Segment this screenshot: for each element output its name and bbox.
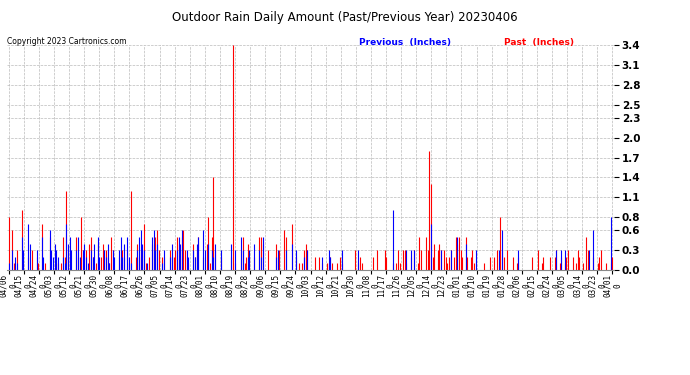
Text: 03/23
0: 03/23 0 bbox=[588, 274, 607, 297]
Text: 12/05
0: 12/05 0 bbox=[406, 274, 426, 297]
Text: 11/17
0: 11/17 0 bbox=[376, 274, 395, 297]
Text: 04/06
0: 04/06 0 bbox=[0, 274, 18, 297]
Text: 09/24
0: 09/24 0 bbox=[286, 274, 305, 297]
Text: 08/10
0: 08/10 0 bbox=[210, 274, 230, 297]
Text: 03/05
0: 03/05 0 bbox=[558, 274, 577, 297]
Text: 01/10
0: 01/10 0 bbox=[467, 274, 486, 297]
Text: 10/03
0: 10/03 0 bbox=[301, 274, 320, 297]
Text: 08/01
0: 08/01 0 bbox=[195, 274, 215, 297]
Text: 08/28
0: 08/28 0 bbox=[240, 274, 260, 297]
Text: 10/12
0: 10/12 0 bbox=[316, 274, 335, 297]
Text: 04/01
0: 04/01 0 bbox=[603, 274, 622, 297]
Text: 07/14
0: 07/14 0 bbox=[165, 274, 184, 297]
Text: 11/08
0: 11/08 0 bbox=[361, 274, 381, 297]
Text: Previous  (Inches): Previous (Inches) bbox=[359, 38, 451, 46]
Text: 02/06
0: 02/06 0 bbox=[512, 274, 531, 297]
Text: 10/30
0: 10/30 0 bbox=[346, 274, 366, 297]
Text: Outdoor Rain Daily Amount (Past/Previous Year) 20230406: Outdoor Rain Daily Amount (Past/Previous… bbox=[172, 11, 518, 24]
Text: 05/21
0: 05/21 0 bbox=[75, 274, 94, 297]
Text: 12/23
0: 12/23 0 bbox=[437, 274, 456, 297]
Text: 02/15
0: 02/15 0 bbox=[527, 274, 546, 297]
Text: 09/15
0: 09/15 0 bbox=[270, 274, 290, 297]
Text: 06/26
0: 06/26 0 bbox=[135, 274, 154, 297]
Text: 11/26
0: 11/26 0 bbox=[391, 274, 411, 297]
Text: 04/15
0: 04/15 0 bbox=[14, 274, 33, 297]
Text: Past  (Inches): Past (Inches) bbox=[504, 38, 573, 46]
Text: 05/30
0: 05/30 0 bbox=[90, 274, 109, 297]
Text: 05/12
0: 05/12 0 bbox=[59, 274, 79, 297]
Text: 05/03
0: 05/03 0 bbox=[44, 274, 63, 297]
Text: 07/23
0: 07/23 0 bbox=[180, 274, 199, 297]
Text: Copyright 2023 Cartronics.com: Copyright 2023 Cartronics.com bbox=[7, 38, 126, 46]
Text: 01/28
0: 01/28 0 bbox=[497, 274, 517, 297]
Text: 01/01
0: 01/01 0 bbox=[452, 274, 471, 297]
Text: 02/24
0: 02/24 0 bbox=[542, 274, 562, 297]
Text: 08/19
0: 08/19 0 bbox=[226, 274, 245, 297]
Text: 06/17
0: 06/17 0 bbox=[119, 274, 139, 297]
Text: 07/05
0: 07/05 0 bbox=[150, 274, 169, 297]
Text: 06/08
0: 06/08 0 bbox=[104, 274, 124, 297]
Text: 04/24
0: 04/24 0 bbox=[29, 274, 48, 297]
Text: 01/19
0: 01/19 0 bbox=[482, 274, 502, 297]
Text: 10/21
0: 10/21 0 bbox=[331, 274, 351, 297]
Text: 03/14
0: 03/14 0 bbox=[573, 274, 592, 297]
Text: 12/14
0: 12/14 0 bbox=[422, 274, 441, 297]
Text: 09/06
0: 09/06 0 bbox=[255, 274, 275, 297]
